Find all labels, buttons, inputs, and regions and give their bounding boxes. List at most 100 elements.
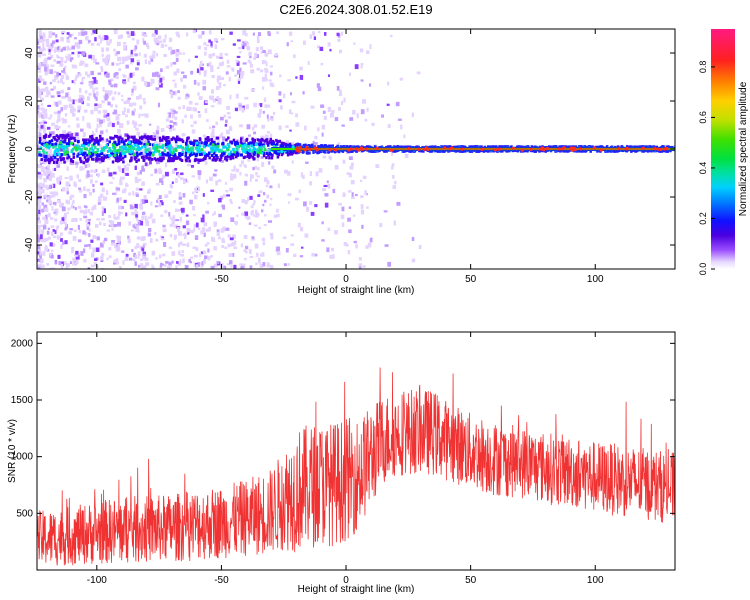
band-cell — [339, 145, 343, 149]
noise-cell — [43, 146, 46, 152]
noise-cell — [134, 165, 137, 171]
band-cell — [59, 158, 63, 162]
noise-cell — [47, 104, 51, 107]
band-cell — [84, 151, 87, 155]
noise-cell — [45, 184, 48, 189]
noise-cell — [251, 126, 255, 131]
noise-cell — [254, 243, 259, 249]
noise-cell — [141, 76, 145, 82]
noise-cell — [214, 169, 218, 172]
band-cell — [544, 149, 548, 153]
noise-cell — [155, 134, 159, 140]
noise-cell — [51, 32, 55, 36]
noise-cell — [242, 62, 247, 65]
band-cell — [235, 141, 238, 145]
noise-cell — [171, 260, 174, 264]
noise-cell — [159, 77, 163, 83]
noise-cell — [244, 180, 248, 186]
band-cell — [117, 158, 121, 162]
noise-cell — [143, 53, 147, 58]
noise-cell — [46, 69, 49, 74]
noise-cell — [130, 58, 135, 63]
noise-cell — [56, 118, 61, 122]
noise-cell — [239, 263, 243, 266]
noise-cell — [124, 137, 128, 141]
noise-cell — [183, 236, 187, 240]
noise-cell — [267, 31, 271, 36]
noise-cell — [311, 253, 316, 257]
noise-cell — [177, 96, 181, 100]
noise-cell — [208, 30, 212, 35]
noise-cell — [295, 122, 300, 127]
noise-cell — [178, 250, 181, 256]
noise-cell — [137, 221, 141, 226]
noise-cell — [83, 193, 87, 199]
noise-cell — [219, 134, 223, 138]
noise-cell — [54, 209, 58, 212]
noise-cell — [65, 181, 70, 185]
band-cell — [262, 151, 266, 155]
noise-cell — [37, 148, 41, 153]
noise-cell — [360, 195, 364, 199]
band-cell — [167, 139, 171, 143]
noise-cell — [168, 37, 173, 42]
noise-cell — [59, 232, 63, 236]
noise-cell — [256, 252, 259, 257]
band-cell — [223, 152, 226, 156]
noise-cell — [186, 227, 191, 233]
band-cell — [248, 153, 251, 157]
noise-cell — [246, 216, 251, 220]
noise-cell — [43, 204, 48, 209]
noise-cell — [39, 77, 42, 81]
noise-cell — [327, 183, 331, 189]
noise-cell — [338, 91, 343, 97]
noise-cell — [253, 131, 257, 135]
noise-cell — [84, 31, 88, 36]
noise-cell — [266, 180, 270, 185]
noise-cell — [155, 129, 160, 135]
noise-cell — [231, 169, 235, 172]
band-cell — [160, 138, 164, 142]
noise-cell — [175, 208, 178, 212]
noise-cell — [73, 229, 77, 232]
noise-cell — [63, 104, 67, 110]
noise-cell — [192, 214, 196, 217]
noise-cell — [61, 95, 66, 99]
band-peak-point — [233, 150, 237, 154]
band-cell — [134, 138, 138, 142]
band-cell — [54, 142, 58, 146]
band-cell — [214, 149, 217, 153]
band-cell — [59, 134, 62, 138]
noise-cell — [178, 196, 183, 200]
noise-cell — [160, 263, 164, 266]
band-peak-point — [54, 148, 58, 153]
band-cell — [202, 144, 206, 148]
noise-cell — [203, 72, 207, 77]
noise-cell — [149, 159, 152, 165]
band-cell — [67, 155, 71, 159]
noise-cell — [64, 221, 67, 227]
noise-cell — [334, 230, 338, 235]
noise-cell — [88, 82, 92, 87]
noise-cell — [53, 167, 57, 172]
band-cell — [290, 152, 293, 156]
noise-cell — [81, 77, 84, 83]
noise-cell — [116, 41, 121, 47]
band-cell — [172, 136, 175, 140]
band-cell — [50, 156, 53, 160]
noise-cell — [273, 169, 277, 174]
noise-cell — [126, 163, 131, 167]
noise-cell — [116, 238, 120, 243]
noise-cell — [78, 73, 82, 77]
band-cell — [629, 145, 632, 149]
band-cell — [225, 158, 229, 162]
noise-cell — [253, 102, 258, 108]
noise-cell — [228, 76, 231, 82]
noise-cell — [316, 83, 320, 88]
noise-cell — [264, 69, 269, 73]
noise-cell — [139, 105, 143, 110]
noise-cell — [122, 176, 125, 180]
band-cell — [121, 156, 125, 160]
noise-cell — [236, 61, 240, 66]
noise-cell — [85, 35, 89, 41]
